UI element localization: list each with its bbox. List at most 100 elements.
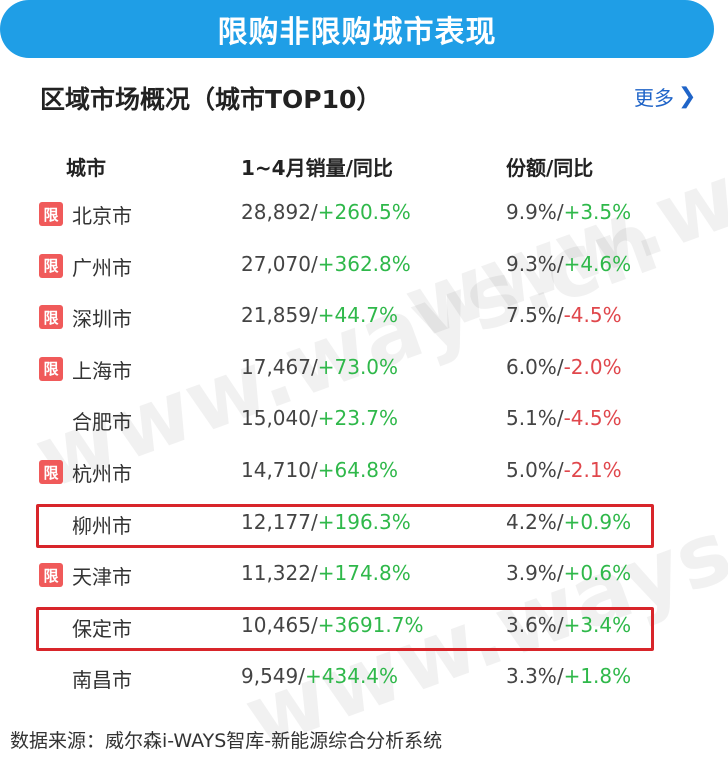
restricted-badge: 限 [39, 253, 63, 278]
header-sales: 1~4月销量/同比 [241, 156, 393, 180]
sales-yoy: +174.8% [317, 561, 411, 586]
share-yoy: +0.9% [563, 509, 632, 534]
sales-yoy: +434.4% [305, 664, 399, 689]
table-row[interactable]: 柳州市 12,177/+196.3% 4.2%/+0.9% [0, 506, 728, 546]
city-name: 柳州市 [72, 513, 132, 538]
sales-yoy: +3691.7% [317, 612, 424, 637]
separator: / [556, 664, 564, 689]
title-banner: 限购非限购城市表现 [0, 0, 714, 58]
city-name: 合肥市 [72, 410, 132, 435]
sales-value: 9,549 [241, 664, 299, 689]
header-share: 份额/同比 [506, 156, 594, 180]
sales-value: 11,322 [241, 561, 311, 586]
share-yoy: +0.6% [563, 561, 632, 586]
share-value: 3.3% [506, 664, 557, 689]
table-row[interactable]: 合肥市 15,040/+23.7% 5.1%/-4.5% [0, 402, 728, 442]
share-cell: 3.9%/+0.6% [506, 561, 631, 585]
share-yoy: -4.5% [563, 303, 622, 328]
header-city: 城市 [66, 156, 106, 180]
share-yoy: -2.0% [563, 354, 622, 379]
sales-yoy: +196.3% [317, 509, 411, 534]
banner-title: 限购非限购城市表现 [217, 15, 497, 50]
separator: / [298, 664, 306, 689]
restricted-badge: 限 [39, 305, 63, 330]
sales-cell: 15,040/+23.7% [241, 406, 398, 430]
more-link[interactable]: 更多 ❯ [634, 82, 696, 111]
share-cell: 6.0%/-2.0% [506, 355, 622, 379]
sales-yoy: +260.5% [317, 200, 411, 224]
sales-cell: 28,892/+260.5% [241, 200, 411, 224]
share-yoy: -4.5% [563, 406, 622, 431]
share-value: 6.0% [506, 354, 557, 379]
share-cell: 9.3%/+4.6% [506, 252, 631, 276]
separator: / [310, 354, 318, 379]
separator: / [310, 509, 318, 534]
city-name: 北京市 [72, 204, 132, 228]
separator: / [310, 561, 318, 586]
share-cell: 3.6%/+3.4% [506, 613, 631, 637]
share-cell: 5.1%/-4.5% [506, 406, 622, 430]
city-name: 天津市 [72, 565, 132, 590]
restricted-badge: 限 [39, 356, 63, 381]
table-row[interactable]: 限天津市 11,322/+174.8% 3.9%/+0.6% [0, 557, 728, 597]
sales-yoy: +362.8% [317, 251, 411, 276]
separator: / [310, 406, 318, 431]
separator: / [556, 303, 564, 328]
share-value: 5.1% [506, 406, 557, 431]
city-name: 深圳市 [72, 307, 132, 332]
sales-value: 12,177 [241, 509, 311, 534]
share-cell: 7.5%/-4.5% [506, 303, 622, 327]
sales-yoy: +64.8% [317, 458, 399, 482]
sales-cell: 9,549/+434.4% [241, 664, 398, 688]
sales-cell: 17,467/+73.0% [241, 355, 398, 379]
separator: / [556, 251, 564, 276]
chevron-right-icon: ❯ [678, 84, 697, 109]
separator: / [556, 200, 564, 224]
restricted-badge: 限 [39, 563, 63, 588]
separator: / [556, 509, 564, 534]
share-value: 7.5% [506, 303, 557, 328]
share-cell: 9.9%/+3.5% [506, 200, 631, 224]
share-value: 4.2% [506, 509, 557, 534]
table-row[interactable]: 限广州市 27,070/+362.8% 9.3%/+4.6% [0, 248, 728, 288]
share-value: 9.3% [506, 251, 557, 276]
city-name: 南昌市 [72, 668, 132, 693]
separator: / [310, 612, 318, 637]
separator: / [556, 406, 564, 431]
separator: / [556, 458, 564, 482]
separator: / [556, 354, 564, 379]
sales-cell: 14,710/+64.8% [241, 458, 398, 482]
sales-cell: 21,859/+44.7% [241, 303, 398, 327]
separator: / [310, 458, 318, 482]
sales-yoy: +44.7% [317, 303, 399, 328]
share-yoy: +1.8% [563, 664, 632, 689]
table-row[interactable]: 限北京市 28,892/+260.5% 9.9%/+3.5% [0, 196, 728, 236]
share-yoy: +3.4% [563, 612, 632, 637]
table-row[interactable]: 南昌市 9,549/+434.4% 3.3%/+1.8% [0, 660, 728, 700]
sales-value: 17,467 [241, 354, 311, 379]
share-cell: 3.3%/+1.8% [506, 664, 631, 688]
sales-cell: 10,465/+3691.7% [241, 613, 423, 637]
data-source-note: 数据来源：威尔森i-WAYS智库-新能源综合分析系统 [10, 730, 443, 752]
sales-value: 28,892 [241, 200, 311, 224]
sales-value: 14,710 [241, 458, 311, 482]
section-title: 区域市场概况（城市TOP10） [40, 85, 382, 114]
share-yoy: +4.6% [563, 251, 632, 276]
table-row[interactable]: 限杭州市 14,710/+64.8% 5.0%/-2.1% [0, 454, 728, 494]
share-value: 3.9% [506, 561, 557, 586]
table-row[interactable]: 限上海市 17,467/+73.0% 6.0%/-2.0% [0, 351, 728, 391]
share-cell: 5.0%/-2.1% [506, 458, 622, 482]
share-yoy: +3.5% [563, 200, 632, 224]
city-name: 保定市 [72, 616, 132, 641]
restricted-badge: 限 [39, 202, 63, 226]
table-row[interactable]: 限深圳市 21,859/+44.7% 7.5%/-4.5% [0, 299, 728, 339]
separator: / [310, 303, 318, 328]
highlight-box [36, 503, 654, 548]
highlight-box [36, 606, 654, 651]
sales-cell: 11,322/+174.8% [241, 561, 411, 585]
sales-yoy: +73.0% [317, 354, 399, 379]
city-name: 杭州市 [72, 462, 132, 486]
separator: / [310, 200, 318, 224]
separator: / [310, 251, 318, 276]
table-row[interactable]: 保定市 10,465/+3691.7% 3.6%/+3.4% [0, 609, 728, 649]
